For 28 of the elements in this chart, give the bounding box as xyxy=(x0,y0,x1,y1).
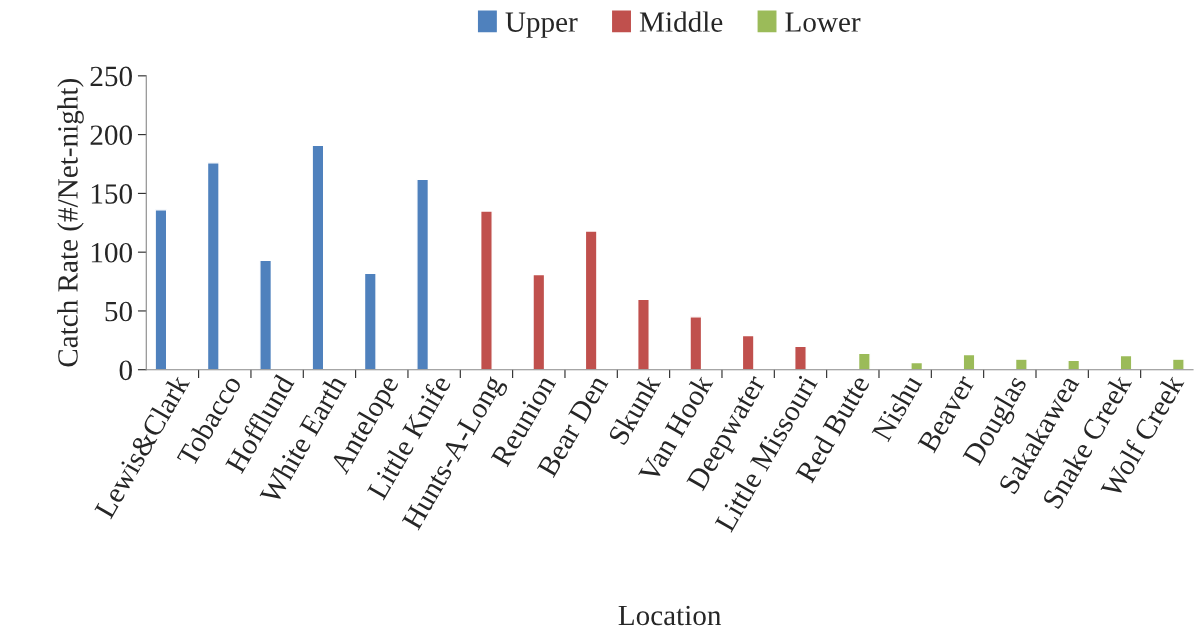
legend-label: Lower xyxy=(785,12,861,32)
bar xyxy=(416,178,430,370)
y-tick-label: 250 xyxy=(90,66,132,87)
x-axis-title: Location xyxy=(618,605,722,626)
y-tick-label: 200 xyxy=(90,125,132,146)
bar xyxy=(363,272,377,370)
bar xyxy=(584,230,598,370)
bar xyxy=(154,209,168,370)
bar xyxy=(794,345,807,370)
bar xyxy=(259,259,273,370)
y-axis-title: Catch Rate (#/Net-night) xyxy=(57,79,84,367)
bar xyxy=(689,316,703,370)
bar xyxy=(1067,359,1081,370)
bar xyxy=(637,298,650,370)
bar xyxy=(206,162,220,370)
bar xyxy=(741,334,755,370)
bar xyxy=(910,361,924,370)
bar xyxy=(311,144,325,370)
y-tick-label: 150 xyxy=(91,184,132,204)
y-tick-label: 100 xyxy=(91,242,132,263)
bar xyxy=(1014,358,1028,370)
bar xyxy=(1171,358,1185,370)
legend-label: Upper xyxy=(505,12,578,38)
y-tick-label: 50 xyxy=(105,301,132,322)
bar xyxy=(532,273,546,370)
legend-label: Middle xyxy=(639,11,723,32)
bar xyxy=(480,210,493,370)
bar xyxy=(857,352,871,370)
